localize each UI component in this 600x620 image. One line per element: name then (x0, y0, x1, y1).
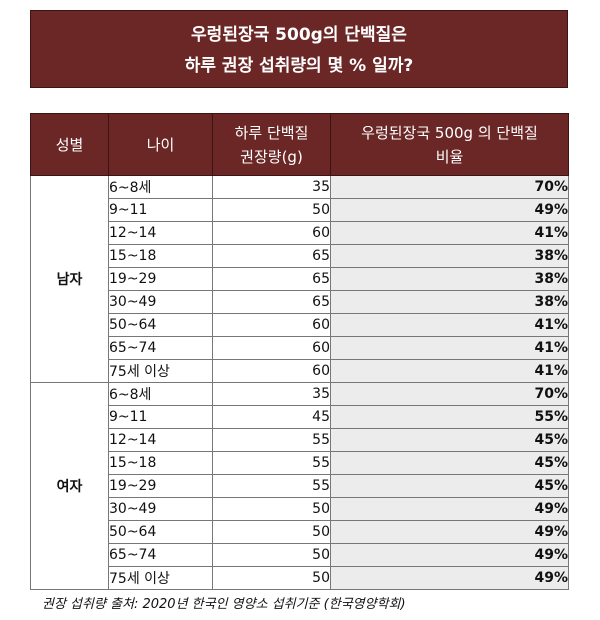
table-row: 12~14 55 45% (31, 428, 569, 452)
table-row: 30~49 65 38% (31, 290, 569, 314)
table-row: 남자 6~8세 35 70% (30, 175, 569, 383)
intake-cell: 65 (212, 290, 331, 314)
header-intake: 하루 단백질 권장량(g) (212, 113, 331, 176)
title-line-2: 하루 권장 섭취량의 몇 % 일까? (184, 56, 414, 76)
intake-cell: 55 (212, 451, 331, 475)
gender-cell: 남자 (30, 175, 109, 383)
header-age: 나이 (108, 113, 213, 176)
ratio-cell: 49% (330, 520, 569, 544)
ratio-cell: 49% (330, 566, 569, 590)
intake-cell: 65 (212, 267, 331, 291)
age-cell: 75세 이상 (108, 359, 213, 383)
table-row: 50~64 60 41% (31, 313, 569, 337)
ratio-cell: 45% (330, 428, 569, 452)
table-row: 50~64 50 49% (31, 520, 569, 544)
table-row: 75세 이상 60 41% (31, 359, 569, 383)
table-row: 30~49 50 49% (31, 497, 569, 521)
age-cell: 65~74 (108, 336, 213, 360)
age-cell: 19~29 (108, 474, 213, 498)
header-ratio-line-2: 비율 (435, 147, 464, 166)
table-body: 남자 6~8세 35 70% 9~11 50 49% 12~14 60 41% 15~18 65 38%… (30, 175, 569, 590)
table-row: 15~18 65 38% (31, 244, 569, 268)
age-cell: 6~8세 (108, 175, 213, 199)
ratio-cell: 41% (330, 313, 569, 337)
header-intake-line-2: 권장량(g) (240, 147, 303, 166)
gender-cell: 여자 (30, 382, 109, 590)
ratio-cell: 38% (330, 290, 569, 314)
age-cell: 50~64 (108, 520, 213, 544)
table-row: 15~18 55 45% (31, 451, 569, 475)
age-cell: 9~11 (108, 405, 213, 429)
intake-cell: 60 (212, 313, 331, 337)
age-cell: 75세 이상 (108, 566, 213, 590)
age-cell: 15~18 (108, 244, 213, 268)
table-row: 75세 이상 50 49% (31, 566, 569, 590)
ratio-cell: 70% (330, 382, 569, 406)
intake-cell: 65 (212, 244, 331, 268)
intake-cell: 50 (212, 198, 331, 222)
intake-cell: 60 (212, 221, 331, 245)
protein-table: 성별 나이 하루 단백질 권장량(g) 우렁된장국 500g 의 단백질 비율 … (30, 113, 569, 590)
table-row: 65~74 60 41% (31, 336, 569, 360)
title-line-1: 우렁된장국 500g의 단백질은 (191, 25, 407, 45)
age-cell: 12~14 (108, 428, 213, 452)
header-ratio: 우렁된장국 500g 의 단백질 비율 (330, 113, 569, 176)
ratio-cell: 45% (330, 474, 569, 498)
intake-cell: 50 (212, 497, 331, 521)
ratio-cell: 70% (330, 175, 569, 199)
table-row: 19~29 65 38% (31, 267, 569, 291)
ratio-cell: 49% (330, 497, 569, 521)
table-row: 9~11 45 55% (31, 405, 569, 429)
ratio-cell: 41% (330, 221, 569, 245)
intake-cell: 35 (212, 175, 331, 199)
table-row: 12~14 60 41% (31, 221, 569, 245)
age-cell: 12~14 (108, 221, 213, 245)
ratio-cell: 49% (330, 198, 569, 222)
ratio-cell: 41% (330, 359, 569, 383)
ratio-cell: 45% (330, 451, 569, 475)
age-cell: 19~29 (108, 267, 213, 291)
header-gender: 성별 (30, 113, 109, 176)
table-row: 9~11 50 49% (31, 198, 569, 222)
table-row: 65~74 50 49% (31, 543, 569, 567)
age-cell: 30~49 (108, 290, 213, 314)
header-ratio-line-1: 우렁된장국 500g 의 단백질 (361, 123, 538, 142)
age-cell: 30~49 (108, 497, 213, 521)
ratio-cell: 55% (330, 405, 569, 429)
source-footnote: 권장 섭취량 출처: 2020년 한국인 영양소 섭취기준 (한국영양학회) (42, 597, 406, 612)
table-row: 19~29 55 45% (31, 474, 569, 498)
intake-cell: 35 (212, 382, 331, 406)
table-header-row: 성별 나이 하루 단백질 권장량(g) 우렁된장국 500g 의 단백질 비율 (30, 113, 569, 176)
ratio-cell: 38% (330, 267, 569, 291)
intake-cell: 50 (212, 543, 331, 567)
intake-cell: 60 (212, 359, 331, 383)
intake-cell: 55 (212, 474, 331, 498)
intake-cell: 60 (212, 336, 331, 360)
ratio-cell: 41% (330, 336, 569, 360)
intake-cell: 50 (212, 520, 331, 544)
table-row: 여자 6~8세 35 70% (30, 382, 569, 590)
age-cell: 6~8세 (108, 382, 213, 406)
intake-cell: 50 (212, 566, 331, 590)
ratio-cell: 38% (330, 244, 569, 268)
intake-cell: 55 (212, 428, 331, 452)
header-intake-line-1: 하루 단백질 (234, 123, 309, 142)
intake-cell: 45 (212, 405, 331, 429)
title-banner: 우렁된장국 500g의 단백질은 하루 권장 섭취량의 몇 % 일까? (30, 10, 568, 88)
age-cell: 50~64 (108, 313, 213, 337)
age-cell: 65~74 (108, 543, 213, 567)
age-cell: 9~11 (108, 198, 213, 222)
ratio-cell: 49% (330, 543, 569, 567)
age-cell: 15~18 (108, 451, 213, 475)
